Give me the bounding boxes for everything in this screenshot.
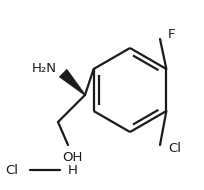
Text: Cl: Cl — [5, 164, 18, 177]
Text: F: F — [168, 28, 175, 41]
Text: OH: OH — [62, 151, 82, 164]
Text: Cl: Cl — [168, 142, 181, 154]
Polygon shape — [59, 69, 85, 95]
Text: H: H — [68, 164, 78, 177]
Text: H₂N: H₂N — [32, 62, 57, 74]
